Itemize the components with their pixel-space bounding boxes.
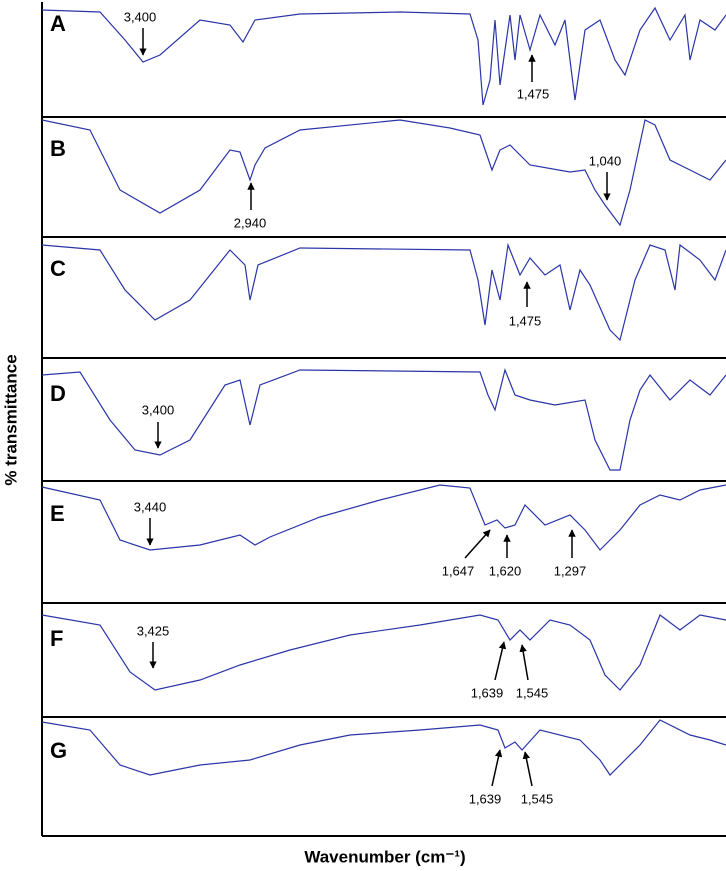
annotation: 2,940 xyxy=(234,215,267,230)
panel-label: E xyxy=(50,501,65,526)
panel-label: B xyxy=(50,136,66,161)
annotation: 1,639 xyxy=(469,791,502,806)
annotation: 1,545 xyxy=(521,791,554,806)
panel-label: D xyxy=(50,381,66,406)
annotation: 1,545 xyxy=(516,685,549,700)
annotation: 3,400 xyxy=(124,9,157,24)
panel-label: A xyxy=(50,11,66,36)
panel-label: C xyxy=(50,256,66,281)
annotation: 3,440 xyxy=(134,499,167,514)
annotation: 1,297 xyxy=(554,563,587,578)
y-axis-label: % transmittance xyxy=(1,354,20,485)
annotation: 3,425 xyxy=(137,623,170,638)
arrows xyxy=(139,28,611,787)
annotation: 3,400 xyxy=(142,402,175,417)
spectra xyxy=(41,6,726,776)
panel-label: G xyxy=(50,738,67,763)
annotation: 1,620 xyxy=(489,563,522,578)
frames xyxy=(41,2,726,837)
annotation: 1,475 xyxy=(509,313,542,328)
x-axis-label: Wavenumber (cm⁻¹) xyxy=(304,847,465,866)
annotation: 1,647 xyxy=(442,563,475,578)
labels: A B C D E F G 3,400 1,475 2,940 1,040 1,… xyxy=(1,9,621,866)
annotation: 1,475 xyxy=(517,86,550,101)
annotation: 1,040 xyxy=(589,153,622,168)
annotation: 1,639 xyxy=(471,685,504,700)
panel-label: F xyxy=(50,626,63,651)
